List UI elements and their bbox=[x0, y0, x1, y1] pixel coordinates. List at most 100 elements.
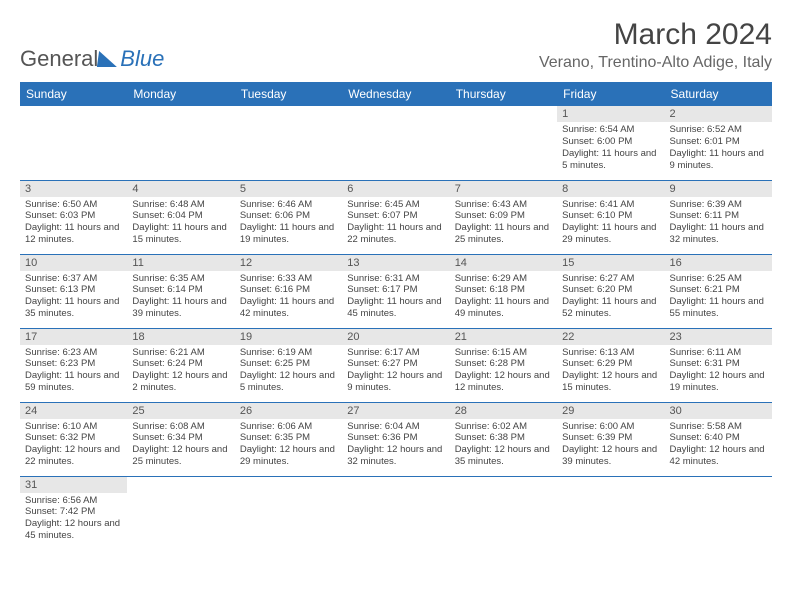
day-number: 30 bbox=[665, 403, 772, 419]
calendar-row: 3Sunrise: 6:50 AMSunset: 6:03 PMDaylight… bbox=[20, 180, 772, 254]
day-number: 29 bbox=[557, 403, 664, 419]
sunrise-text: Sunrise: 6:46 AM bbox=[240, 199, 337, 211]
day-number: 6 bbox=[342, 181, 449, 197]
day-number: 16 bbox=[665, 255, 772, 271]
daylight-text: Daylight: 11 hours and 59 minutes. bbox=[25, 370, 122, 394]
sunset-text: Sunset: 6:23 PM bbox=[25, 358, 122, 370]
daylight-text: Daylight: 12 hours and 25 minutes. bbox=[132, 444, 229, 468]
sunrise-text: Sunrise: 6:54 AM bbox=[562, 124, 659, 136]
daylight-text: Daylight: 12 hours and 12 minutes. bbox=[455, 370, 552, 394]
calendar-cell: 15Sunrise: 6:27 AMSunset: 6:20 PMDayligh… bbox=[557, 254, 664, 328]
sunset-text: Sunset: 6:07 PM bbox=[347, 210, 444, 222]
day-number: 28 bbox=[450, 403, 557, 419]
day-details: Sunrise: 6:17 AMSunset: 6:27 PMDaylight:… bbox=[342, 345, 449, 398]
sunset-text: Sunset: 6:17 PM bbox=[347, 284, 444, 296]
calendar-cell: 11Sunrise: 6:35 AMSunset: 6:14 PMDayligh… bbox=[127, 254, 234, 328]
calendar-cell: 9Sunrise: 6:39 AMSunset: 6:11 PMDaylight… bbox=[665, 180, 772, 254]
calendar-cell: 16Sunrise: 6:25 AMSunset: 6:21 PMDayligh… bbox=[665, 254, 772, 328]
calendar-body: 1Sunrise: 6:54 AMSunset: 6:00 PMDaylight… bbox=[20, 106, 772, 550]
day-details: Sunrise: 6:04 AMSunset: 6:36 PMDaylight:… bbox=[342, 419, 449, 472]
day-number: 20 bbox=[342, 329, 449, 345]
day-number: 14 bbox=[450, 255, 557, 271]
logo-text-general: General bbox=[20, 46, 98, 72]
sunrise-text: Sunrise: 6:08 AM bbox=[132, 421, 229, 433]
sunset-text: Sunset: 6:04 PM bbox=[132, 210, 229, 222]
day-details: Sunrise: 6:33 AMSunset: 6:16 PMDaylight:… bbox=[235, 271, 342, 324]
daylight-text: Daylight: 12 hours and 15 minutes. bbox=[562, 370, 659, 394]
sunrise-text: Sunrise: 6:02 AM bbox=[455, 421, 552, 433]
day-details: Sunrise: 6:23 AMSunset: 6:23 PMDaylight:… bbox=[20, 345, 127, 398]
day-details: Sunrise: 6:27 AMSunset: 6:20 PMDaylight:… bbox=[557, 271, 664, 324]
day-number: 24 bbox=[20, 403, 127, 419]
sunset-text: Sunset: 6:16 PM bbox=[240, 284, 337, 296]
daylight-text: Daylight: 12 hours and 42 minutes. bbox=[670, 444, 767, 468]
daylight-text: Daylight: 11 hours and 12 minutes. bbox=[25, 222, 122, 246]
daylight-text: Daylight: 12 hours and 29 minutes. bbox=[240, 444, 337, 468]
day-number: 10 bbox=[20, 255, 127, 271]
sunset-text: Sunset: 6:36 PM bbox=[347, 432, 444, 444]
sunrise-text: Sunrise: 6:19 AM bbox=[240, 347, 337, 359]
calendar-cell: 3Sunrise: 6:50 AMSunset: 6:03 PMDaylight… bbox=[20, 180, 127, 254]
calendar-cell: 26Sunrise: 6:06 AMSunset: 6:35 PMDayligh… bbox=[235, 402, 342, 476]
calendar-row: 17Sunrise: 6:23 AMSunset: 6:23 PMDayligh… bbox=[20, 328, 772, 402]
day-details: Sunrise: 6:52 AMSunset: 6:01 PMDaylight:… bbox=[665, 122, 772, 175]
calendar-cell-pad bbox=[235, 106, 342, 180]
calendar-cell: 20Sunrise: 6:17 AMSunset: 6:27 PMDayligh… bbox=[342, 328, 449, 402]
day-details: Sunrise: 5:58 AMSunset: 6:40 PMDaylight:… bbox=[665, 419, 772, 472]
calendar-cell-pad bbox=[127, 106, 234, 180]
sunrise-text: Sunrise: 6:21 AM bbox=[132, 347, 229, 359]
sunset-text: Sunset: 6:14 PM bbox=[132, 284, 229, 296]
calendar-table: SundayMondayTuesdayWednesdayThursdayFrid… bbox=[20, 82, 772, 550]
sunrise-text: Sunrise: 6:27 AM bbox=[562, 273, 659, 285]
calendar-cell: 14Sunrise: 6:29 AMSunset: 6:18 PMDayligh… bbox=[450, 254, 557, 328]
daylight-text: Daylight: 11 hours and 42 minutes. bbox=[240, 296, 337, 320]
sunset-text: Sunset: 6:40 PM bbox=[670, 432, 767, 444]
day-number: 3 bbox=[20, 181, 127, 197]
day-number: 13 bbox=[342, 255, 449, 271]
day-details: Sunrise: 6:21 AMSunset: 6:24 PMDaylight:… bbox=[127, 345, 234, 398]
calendar-cell-pad bbox=[20, 106, 127, 180]
calendar-cell: 12Sunrise: 6:33 AMSunset: 6:16 PMDayligh… bbox=[235, 254, 342, 328]
day-details: Sunrise: 6:35 AMSunset: 6:14 PMDaylight:… bbox=[127, 271, 234, 324]
calendar-row: 1Sunrise: 6:54 AMSunset: 6:00 PMDaylight… bbox=[20, 106, 772, 180]
sunset-text: Sunset: 6:25 PM bbox=[240, 358, 337, 370]
calendar-cell: 2Sunrise: 6:52 AMSunset: 6:01 PMDaylight… bbox=[665, 106, 772, 180]
sunset-text: Sunset: 6:00 PM bbox=[562, 136, 659, 148]
day-details: Sunrise: 6:48 AMSunset: 6:04 PMDaylight:… bbox=[127, 197, 234, 250]
calendar-cell: 23Sunrise: 6:11 AMSunset: 6:31 PMDayligh… bbox=[665, 328, 772, 402]
day-number: 7 bbox=[450, 181, 557, 197]
day-details: Sunrise: 6:54 AMSunset: 6:00 PMDaylight:… bbox=[557, 122, 664, 175]
daylight-text: Daylight: 11 hours and 49 minutes. bbox=[455, 296, 552, 320]
sunset-text: Sunset: 6:21 PM bbox=[670, 284, 767, 296]
day-details: Sunrise: 6:11 AMSunset: 6:31 PMDaylight:… bbox=[665, 345, 772, 398]
day-number: 1 bbox=[557, 106, 664, 122]
day-details: Sunrise: 6:31 AMSunset: 6:17 PMDaylight:… bbox=[342, 271, 449, 324]
calendar-cell: 5Sunrise: 6:46 AMSunset: 6:06 PMDaylight… bbox=[235, 180, 342, 254]
day-number: 11 bbox=[127, 255, 234, 271]
sunrise-text: Sunrise: 6:00 AM bbox=[562, 421, 659, 433]
calendar-row: 24Sunrise: 6:10 AMSunset: 6:32 PMDayligh… bbox=[20, 402, 772, 476]
sunrise-text: Sunrise: 5:58 AM bbox=[670, 421, 767, 433]
daylight-text: Daylight: 12 hours and 32 minutes. bbox=[347, 444, 444, 468]
daylight-text: Daylight: 12 hours and 2 minutes. bbox=[132, 370, 229, 394]
day-number: 9 bbox=[665, 181, 772, 197]
sunrise-text: Sunrise: 6:13 AM bbox=[562, 347, 659, 359]
daylight-text: Daylight: 12 hours and 19 minutes. bbox=[670, 370, 767, 394]
daylight-text: Daylight: 11 hours and 29 minutes. bbox=[562, 222, 659, 246]
calendar-cell: 1Sunrise: 6:54 AMSunset: 6:00 PMDaylight… bbox=[557, 106, 664, 180]
sunset-text: Sunset: 6:18 PM bbox=[455, 284, 552, 296]
calendar-cell-pad bbox=[342, 106, 449, 180]
sunrise-text: Sunrise: 6:43 AM bbox=[455, 199, 552, 211]
day-details: Sunrise: 6:25 AMSunset: 6:21 PMDaylight:… bbox=[665, 271, 772, 324]
day-number: 21 bbox=[450, 329, 557, 345]
day-details: Sunrise: 6:45 AMSunset: 6:07 PMDaylight:… bbox=[342, 197, 449, 250]
calendar-cell-pad bbox=[450, 476, 557, 550]
sunset-text: Sunset: 6:06 PM bbox=[240, 210, 337, 222]
calendar-cell-pad bbox=[235, 476, 342, 550]
calendar-cell: 18Sunrise: 6:21 AMSunset: 6:24 PMDayligh… bbox=[127, 328, 234, 402]
calendar-cell: 21Sunrise: 6:15 AMSunset: 6:28 PMDayligh… bbox=[450, 328, 557, 402]
sunset-text: Sunset: 6:27 PM bbox=[347, 358, 444, 370]
sunset-text: Sunset: 7:42 PM bbox=[25, 506, 122, 518]
calendar-cell: 22Sunrise: 6:13 AMSunset: 6:29 PMDayligh… bbox=[557, 328, 664, 402]
calendar-cell: 17Sunrise: 6:23 AMSunset: 6:23 PMDayligh… bbox=[20, 328, 127, 402]
